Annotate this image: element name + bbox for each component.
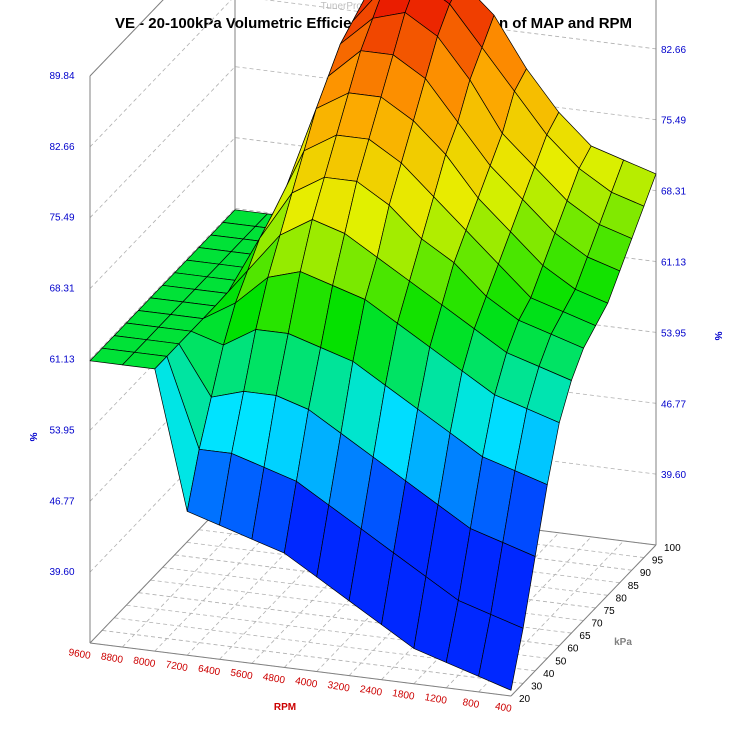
tick-labels: 39.60 39.60 46.77 46.77 53.95 53.95 61.13 61.13…	[49, 45, 686, 715]
kpa-tick-label: 80	[616, 593, 628, 604]
z-axis-title-left: %	[27, 433, 38, 442]
rpm-tick-label: 4000	[294, 676, 318, 691]
rpm-tick-label: 8000	[132, 655, 156, 670]
rpm-axis-title: RPM	[274, 702, 296, 713]
kpa-tick-label: 90	[640, 568, 652, 579]
kpa-tick-label: 60	[567, 644, 579, 655]
z-tick-label-right: 68.31	[661, 187, 686, 198]
z-tick-label-left: 61.13	[49, 355, 74, 366]
kpa-tick-label: 65	[579, 631, 591, 642]
box-edge	[89, 642, 512, 697]
kpa-tick-label: 50	[555, 656, 567, 667]
kpa-tick-label: 30	[531, 681, 543, 692]
z-tick-label-right: 61.13	[661, 258, 686, 269]
z-tick-label-left: 46.77	[49, 496, 74, 507]
rpm-tick-label: 4800	[262, 672, 286, 687]
z-tick-label-right: 39.60	[661, 470, 686, 481]
z-tick-label-left: 75.49	[49, 213, 74, 224]
rpm-tick-label: 400	[494, 701, 513, 715]
box-edge	[89, 0, 164, 77]
floor-grid-line	[102, 630, 524, 684]
z-tick-label-left: 82.66	[49, 142, 74, 153]
kpa-tick-label: 75	[604, 606, 616, 617]
kpa-tick-label: 95	[652, 556, 664, 567]
rpm-tick-label: 3200	[327, 680, 351, 695]
surface-mesh	[89, 0, 657, 691]
kpa-tick-label: 20	[519, 694, 531, 705]
rpm-tick-label: 8800	[100, 651, 124, 666]
z-tick-label-left: 39.60	[49, 567, 74, 578]
kpa-tick-label: 40	[543, 669, 555, 680]
z-tick-label-right: 75.49	[661, 116, 686, 127]
z-axis-title-right: %	[712, 332, 723, 341]
z-tick-label-left: 89.84	[49, 71, 74, 82]
kpa-tick-label: 70	[592, 619, 604, 630]
kpa-tick-label: 85	[628, 581, 640, 592]
rpm-tick-label: 5600	[229, 668, 253, 683]
kpa-axis-title: kPa	[614, 637, 632, 648]
rpm-tick-label: 9600	[68, 647, 92, 662]
kpa-tick-label: 100	[664, 543, 681, 554]
surface-cell	[478, 614, 524, 691]
wall-grid-line	[89, 0, 657, 148]
rpm-tick-label: 7200	[165, 659, 189, 674]
rpm-tick-label: 2400	[359, 684, 383, 699]
z-tick-label-left: 68.31	[49, 284, 74, 295]
rpm-tick-label: 1800	[391, 688, 415, 703]
rpm-tick-label: 1200	[424, 692, 448, 707]
z-tick-label-left: 53.95	[49, 425, 74, 436]
z-tick-label-right: 53.95	[661, 328, 686, 339]
rpm-tick-label: 6400	[197, 664, 221, 679]
rpm-tick-label: 800	[462, 697, 481, 711]
box-edge	[510, 544, 657, 697]
z-tick-label-right: 82.66	[661, 45, 686, 56]
z-tick-label-right: 46.77	[661, 399, 686, 410]
